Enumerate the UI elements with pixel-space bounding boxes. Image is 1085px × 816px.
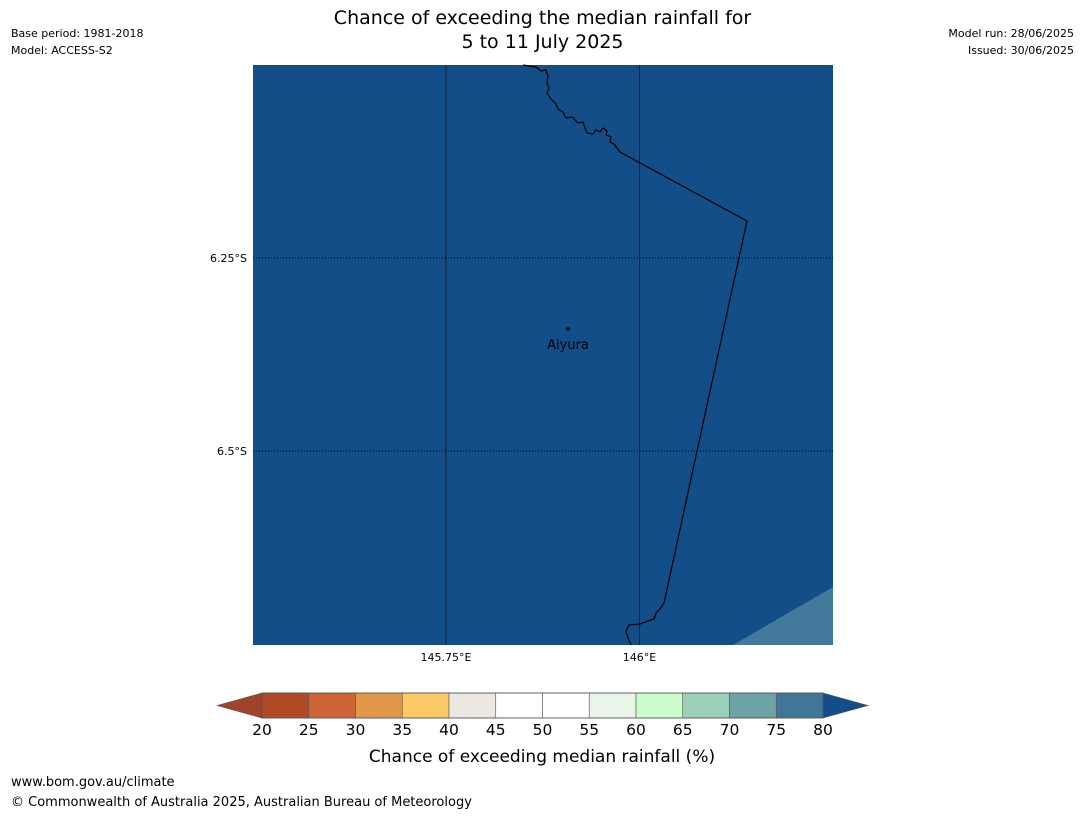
colorbar-over-arrow: [822, 692, 870, 719]
lat-label-6-5: 6.5°S: [217, 445, 247, 458]
lon-label-146: 146°E: [623, 651, 656, 664]
colorbar: 20 25 30 35 40 45 50 55 60 65 70 75 80 Chance of exc…: [215, 692, 870, 767]
title-line-1: Chance of exceeding the median rainfall …: [333, 7, 752, 29]
province-border: [522, 64, 748, 646]
colorbar-tick-label: 45: [486, 721, 506, 739]
lat-label-6-25: 6.25°S: [210, 252, 247, 265]
issued-text: Issued: 30/06/2025: [967, 44, 1074, 57]
map-title: Chance of exceeding the median rainfall …: [0, 6, 1085, 54]
colorbar-segment: [542, 692, 590, 719]
colorbar-tick-label: 60: [626, 721, 646, 739]
colorbar-segment: [588, 692, 637, 719]
model-text: Model: ACCESS-S2: [11, 44, 113, 57]
colorbar-tick-label: 35: [392, 721, 412, 739]
footer-copyright: © Commonwealth of Australia 2025, Austra…: [11, 795, 472, 810]
lon-label-145-75: 145.75°E: [421, 651, 472, 664]
colorbar-tick-label: 50: [533, 721, 553, 739]
colorbar-segment: [261, 692, 310, 719]
colorbar-tick-label: 25: [299, 721, 319, 739]
colorbar-tick-label: 80: [813, 721, 833, 739]
colorbar-tick-label: 65: [673, 721, 693, 739]
colorbar-tick-label: 75: [766, 721, 786, 739]
model-run-text: Model run: 28/06/2025: [948, 27, 1074, 40]
colorbar-segment: [308, 692, 356, 719]
colorbar-tick-label: 40: [439, 721, 459, 739]
map-panel: Aiyura 6.25°S 6.5°S 145.75°E 146°E: [210, 64, 833, 664]
footer-url: www.bom.gov.au/climate: [11, 775, 175, 790]
colorbar-tick-label: 55: [579, 721, 599, 739]
colorbar-segment: [448, 692, 497, 719]
town-marker: [566, 327, 570, 331]
town-label: Aiyura: [547, 338, 589, 353]
title-line-2: 5 to 11 July 2025: [461, 31, 624, 53]
colorbar-segments: [261, 692, 824, 719]
colorbar-tick-label: 30: [346, 721, 366, 739]
colorbar-segment: [495, 692, 543, 719]
meta-right: Model run: 28/06/2025 Issued: 30/06/2025: [948, 25, 1074, 59]
colorbar-tick-label: 20: [252, 721, 272, 739]
colorbar-segment: [635, 692, 684, 719]
colorbar-tick-label: 70: [720, 721, 740, 739]
map-background: [253, 65, 833, 645]
colorbar-under-arrow: [215, 692, 263, 719]
colorbar-ticks: 20 25 30 35 40 45 50 55 60 65 70 75 80: [252, 721, 833, 739]
meta-left: Base period: 1981-2018 Model: ACCESS-S2: [11, 25, 143, 59]
colorbar-outline: [261, 692, 824, 719]
colorbar-segment: [355, 692, 403, 719]
colorbar-segment: [682, 692, 730, 719]
base-period-text: Base period: 1981-2018: [11, 27, 144, 40]
map-corner-region: [733, 587, 833, 645]
colorbar-segment: [401, 692, 450, 719]
colorbar-title: Chance of exceeding median rainfall (%): [369, 747, 715, 767]
colorbar-segment: [775, 692, 824, 719]
colorbar-segment: [729, 692, 777, 719]
